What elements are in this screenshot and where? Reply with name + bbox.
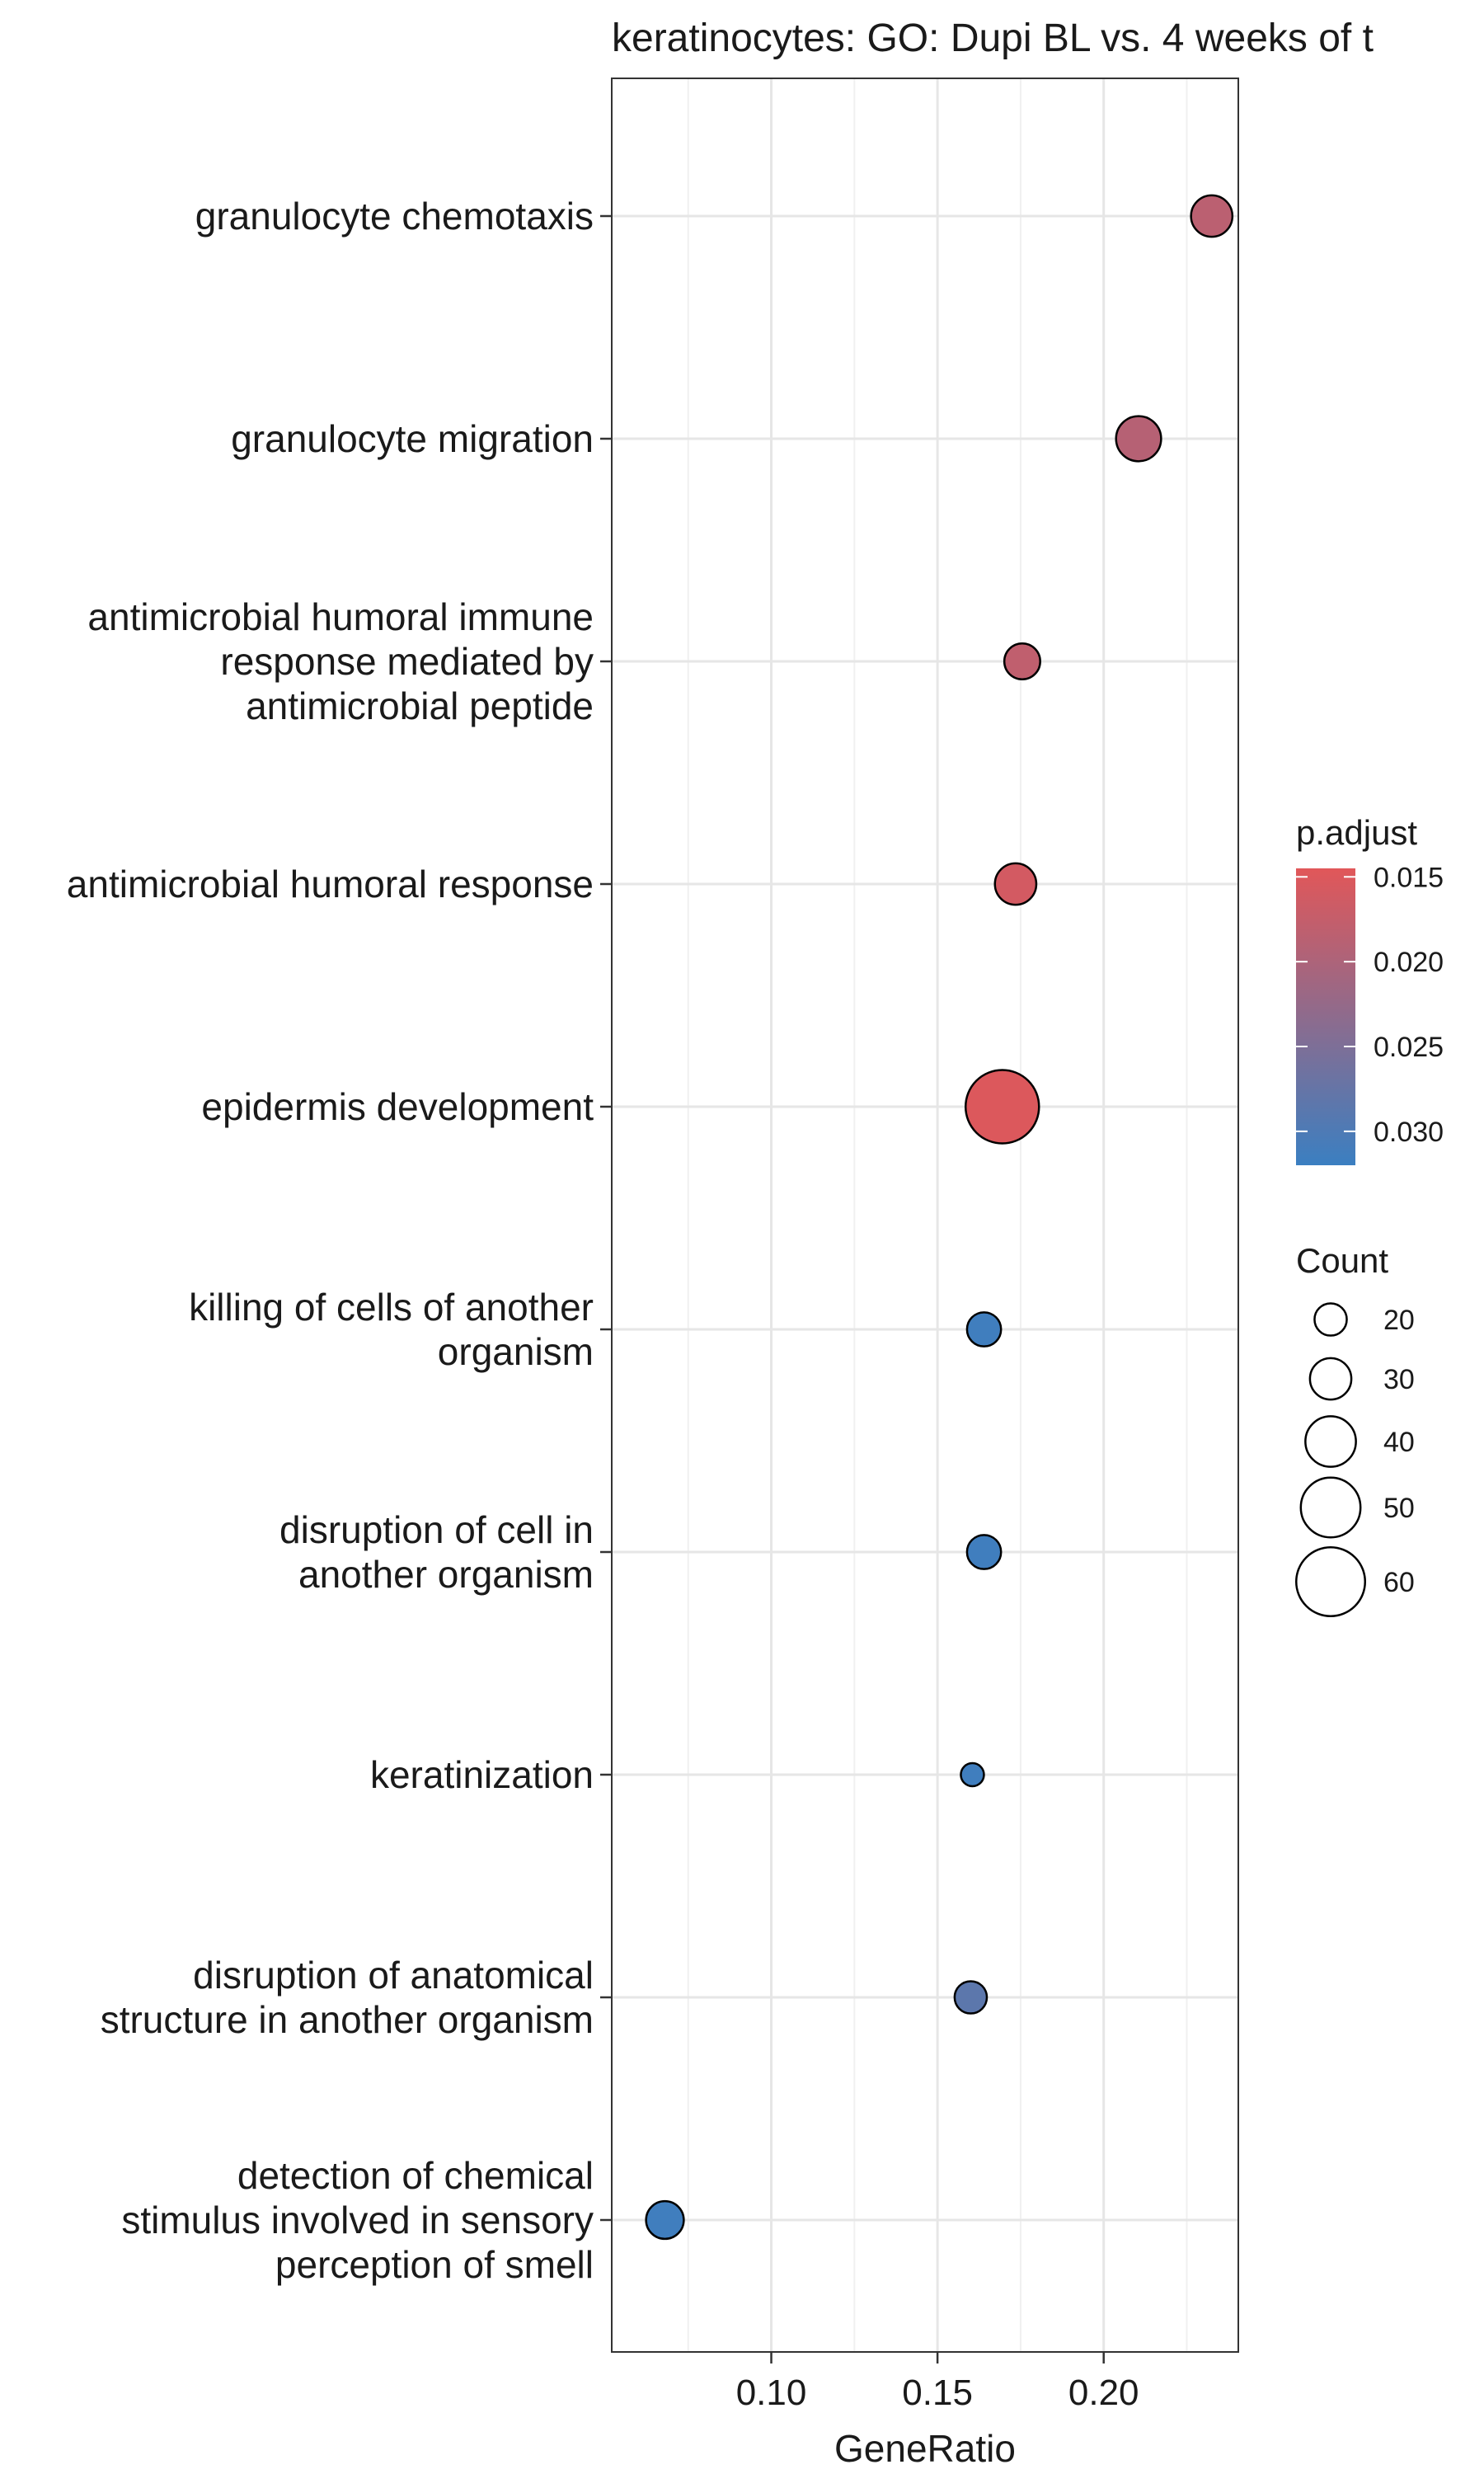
y-tick-label-line: granulocyte migration — [231, 417, 594, 460]
data-point — [1115, 415, 1162, 463]
size-legend-label: 50 — [1383, 1493, 1415, 1524]
y-tick-label-line: antimicrobial peptide — [246, 684, 594, 727]
data-point — [965, 1534, 1003, 1570]
size-legend-key — [1295, 1546, 1366, 1617]
chart-title: keratinocytes: GO: Dupi BL vs. 4 weeks o… — [612, 16, 1374, 60]
grid-lines — [612, 78, 1238, 2352]
size-legend: Count 20 30 40 50 60 — [1295, 1241, 1415, 1617]
size-legend-title: Count — [1296, 1241, 1388, 1280]
y-tick-label-line: antimicrobial humoral immune — [87, 595, 594, 638]
size-legend-key — [1304, 1415, 1357, 1468]
size-legend-label: 20 — [1383, 1305, 1415, 1336]
y-tick-label-line: antimicrobial humoral response — [67, 863, 594, 905]
y-tick-label-line: epidermis development — [201, 1085, 594, 1128]
y-tick-label: detection of chemical stimulus involved i… — [121, 2154, 594, 2286]
data-point — [1190, 194, 1234, 238]
data-point — [645, 2199, 685, 2241]
x-axis-title: GeneRatio — [834, 2427, 1016, 2470]
y-tick-label-line: disruption of cell in — [279, 1508, 594, 1551]
y-tick-label-line: another organism — [298, 1553, 594, 1596]
y-tick-label: antimicrobial humoral immune response med… — [87, 595, 594, 727]
y-tick-label-line: perception of smell — [275, 2243, 594, 2286]
data-point — [953, 1980, 989, 2015]
y-tick-label-line: disruption of anatomical — [193, 1954, 594, 1997]
y-tick-label-line: keratinization — [370, 1753, 594, 1796]
color-bar-label: 0.020 — [1374, 947, 1444, 978]
plot-panel-border — [611, 78, 1239, 2353]
size-legend-label: 60 — [1383, 1567, 1415, 1598]
data-point — [993, 862, 1038, 906]
color-legend: p.adjust 0.015 0.020 0.025 0.030 — [1296, 813, 1444, 1165]
y-tick-label: keratinization — [370, 1753, 594, 1796]
y-tick-label-line: response mediated by — [220, 640, 594, 683]
color-bar-label: 0.030 — [1374, 1117, 1444, 1148]
y-tick-label-line: granulocyte chemotaxis — [195, 195, 594, 238]
data-point — [960, 1761, 985, 1788]
x-tick-label: 0.10 — [736, 2373, 807, 2413]
size-legend-key — [1313, 1302, 1348, 1337]
y-tick-label-line: stimulus involved in sensory — [121, 2199, 594, 2241]
color-bar — [1296, 868, 1355, 1165]
y-tick-label: antimicrobial humoral response — [67, 863, 594, 905]
y-tick-label: disruption of cell in another organism — [279, 1508, 594, 1596]
color-bar-ticks: 0.015 0.020 0.025 0.030 — [1296, 862, 1444, 1148]
y-tick-label: disruption of anatomical structure in ano… — [101, 1954, 594, 2041]
data-point — [964, 1069, 1040, 1145]
size-legend-key — [1308, 1357, 1353, 1401]
color-bar-label: 0.015 — [1374, 862, 1444, 893]
data-points — [645, 194, 1234, 2241]
y-tick-label: killing of cells of another organism — [189, 1286, 594, 1373]
y-tick-label-line: organism — [438, 1330, 594, 1373]
y-tick-label-line: killing of cells of another — [189, 1286, 594, 1329]
x-axis: 0.10 0.15 0.20 — [736, 2352, 1139, 2413]
color-bar-label: 0.025 — [1374, 1032, 1444, 1063]
data-point — [1003, 642, 1041, 681]
y-tick-label: epidermis development — [201, 1085, 594, 1128]
x-tick-label: 0.15 — [902, 2373, 973, 2413]
y-axis: granulocyte chemotaxis granulocyte migrat… — [67, 195, 612, 2286]
x-tick-label: 0.20 — [1068, 2373, 1139, 2413]
size-legend-label: 30 — [1383, 1364, 1415, 1395]
y-tick-label-line: detection of chemical — [237, 2154, 594, 2197]
y-tick-label-line: structure in another organism — [101, 1998, 594, 2041]
y-tick-label: granulocyte migration — [231, 417, 594, 460]
y-tick-label: granulocyte chemotaxis — [195, 195, 594, 238]
size-legend-key — [1299, 1476, 1362, 1539]
size-legend-label: 40 — [1383, 1427, 1415, 1458]
data-point — [965, 1311, 1003, 1348]
color-legend-title: p.adjust — [1296, 813, 1417, 852]
